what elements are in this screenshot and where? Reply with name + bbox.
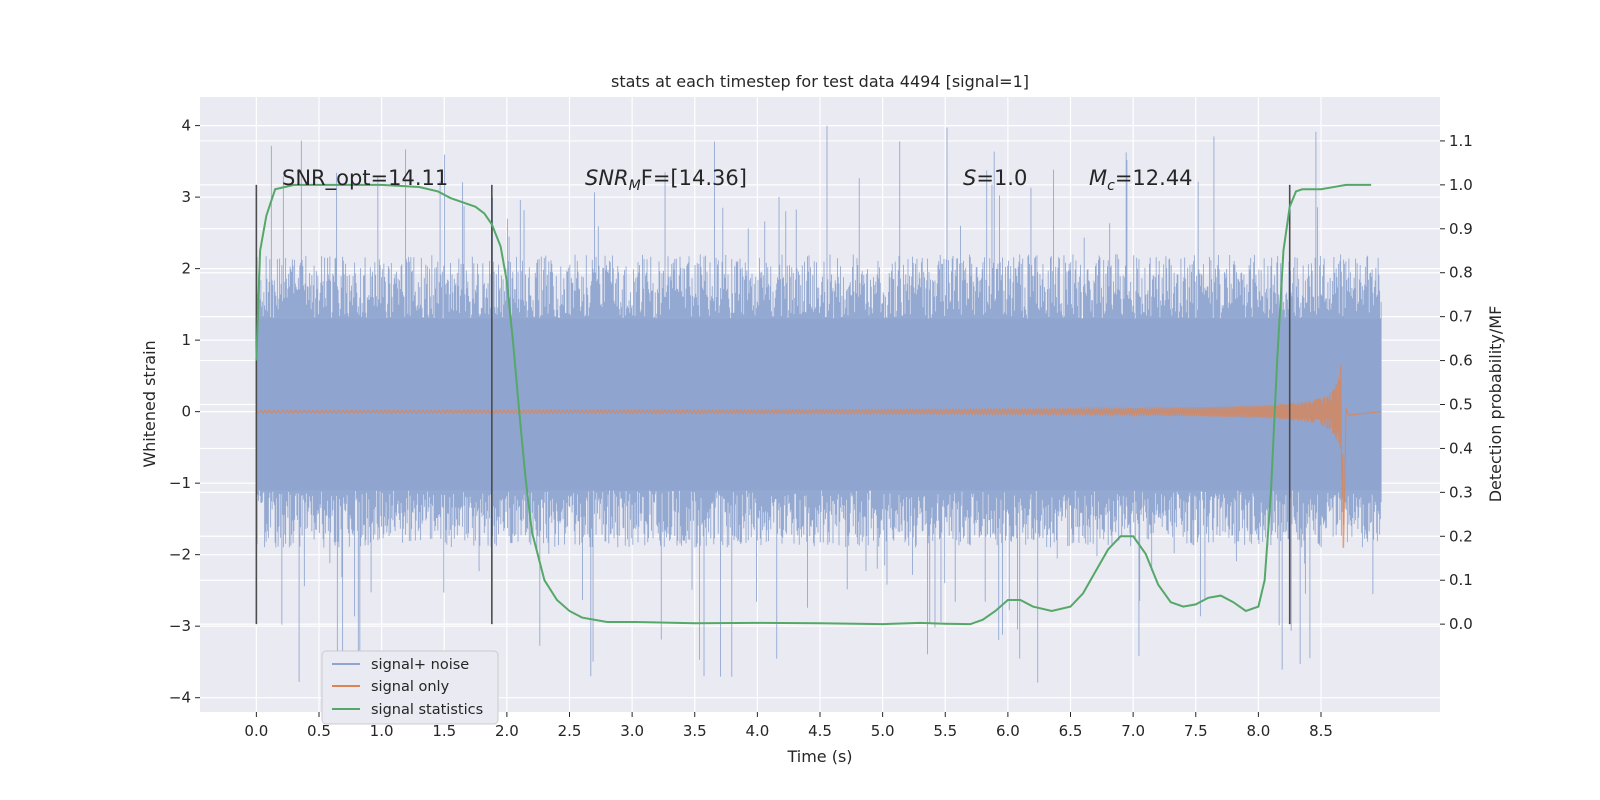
y2-axis-label: Detection probability/MF [1486, 306, 1505, 503]
x-axis-ticks: 0.0 0.5 1.0 1.5 2.0 2.5 3.0 3.5 4.0 4.5 5.0 5.5 6.0 6… [244, 712, 1333, 740]
y-tick-label: −3 [169, 617, 191, 635]
x-tick-label: 7.0 [1121, 722, 1145, 740]
data-layer [255, 125, 1382, 683]
y2-tick-label: 0.1 [1449, 571, 1473, 589]
legend: signal+ noise signal only signal statist… [321, 650, 499, 725]
y2-tick-label: 0.9 [1449, 220, 1473, 238]
x-tick-label: 5.5 [933, 722, 957, 740]
y2-tick-label: 0.2 [1449, 527, 1473, 545]
annotation-snr-opt: SNR_opt=14.11 [282, 166, 448, 191]
y-tick-label: 4 [181, 117, 191, 135]
y2-tick-label: 0.4 [1449, 439, 1473, 457]
chirp-trace [256, 364, 1382, 548]
series-signal-only [256, 364, 1382, 548]
y2-tick-label: 0.5 [1449, 396, 1473, 414]
y-tick-label: 0 [181, 403, 191, 421]
y-tick-label: 3 [181, 188, 191, 206]
x-tick-label: 2.5 [558, 722, 582, 740]
legend-label-signal-plus-noise: signal+ noise [371, 657, 469, 673]
y2-tick-label: 0.8 [1449, 264, 1473, 282]
y-tick-label: −2 [169, 546, 191, 564]
x-tick-label: 6.5 [1059, 722, 1083, 740]
legend-label-signal-statistics: signal statistics [371, 702, 483, 718]
y2-axis-ticks: 1.1 1.0 0.9 0.8 0.7 0.6 0.5 0.4 0.3 0.2 0.1 0.0 [1440, 132, 1473, 633]
x-tick-label: 8.0 [1246, 722, 1270, 740]
x-tick-label: 0.0 [244, 722, 268, 740]
statistics-line [255, 183, 1372, 626]
x-tick-label: 6.0 [996, 722, 1020, 740]
x-tick-label: 5.0 [871, 722, 895, 740]
legend-label-signal-only: signal only [371, 679, 450, 695]
y-tick-label: −1 [169, 474, 191, 492]
y-tick-label: 1 [181, 331, 191, 349]
y-tick-label: −4 [169, 689, 191, 707]
x-tick-label: 1.0 [370, 722, 394, 740]
y2-tick-label: 0.6 [1449, 352, 1473, 370]
y2-tick-label: 0.3 [1449, 483, 1473, 501]
x-tick-label: 0.5 [307, 722, 331, 740]
series-signal-plus-noise [255, 125, 1382, 683]
noise-band [256, 318, 1382, 491]
annotation-mc: Mc=12.44 [1089, 166, 1193, 194]
y2-tick-label: 1.1 [1449, 132, 1473, 150]
y-axis-label: Whitened strain [140, 340, 159, 467]
x-tick-label: 8.5 [1309, 722, 1333, 740]
y-axis-ticks: 4 3 2 1 0 −1 −2 −3 −4 [169, 117, 200, 707]
chart-title: stats at each timestep for test data 449… [611, 72, 1029, 91]
y2-tick-label: 0.7 [1449, 308, 1473, 326]
x-axis-label: Time (s) [786, 747, 852, 766]
legend-box [321, 650, 499, 725]
y-tick-label: 2 [181, 260, 191, 278]
x-tick-label: 3.5 [683, 722, 707, 740]
series-signal-statistics [255, 183, 1372, 626]
y2-tick-label: 1.0 [1449, 176, 1473, 194]
x-tick-label: 4.5 [808, 722, 832, 740]
x-tick-label: 4.0 [745, 722, 769, 740]
annotation-snr-mf: SNRMF=[14.36] [585, 166, 747, 194]
x-tick-label: 7.5 [1184, 722, 1208, 740]
event-markers [255, 184, 1291, 625]
x-tick-label: 2.0 [495, 722, 519, 740]
y2-tick-label: 0.0 [1449, 615, 1473, 633]
x-tick-label: 3.0 [620, 722, 644, 740]
annotation-s: S=1.0 [963, 166, 1027, 190]
x-tick-label: 1.5 [432, 722, 456, 740]
